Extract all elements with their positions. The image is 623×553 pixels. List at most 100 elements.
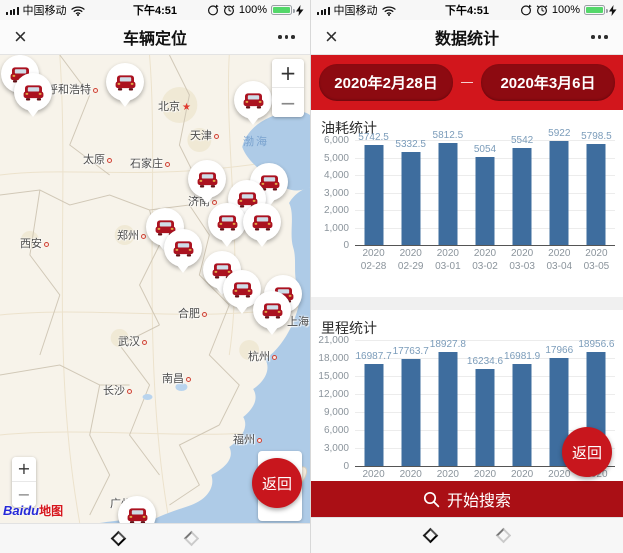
map-city-label: 福州 — [233, 431, 262, 447]
date-range-header: 2020年2月28日 2020年3月6日 — [311, 55, 623, 110]
car-icon — [252, 214, 272, 230]
bar-column: 16981.9 — [504, 340, 541, 466]
city-dot-icon — [165, 161, 170, 167]
vehicle-marker[interactable] — [243, 202, 281, 241]
bar[interactable] — [549, 358, 569, 466]
car-icon — [173, 240, 193, 256]
car-icon — [232, 281, 252, 297]
city-name: 南昌 — [162, 373, 184, 385]
more-menu-button[interactable] — [590, 35, 610, 39]
chart-title: 里程统计 — [321, 320, 377, 336]
close-button[interactable]: × — [325, 24, 338, 49]
bar-value-label: 17966 — [545, 345, 574, 356]
rotation-lock-icon — [207, 4, 219, 16]
chevron-right-icon[interactable] — [183, 530, 200, 547]
chevron-left-icon[interactable] — [422, 527, 439, 544]
bar-value-label: 5054 — [473, 144, 497, 155]
city-name: 呼和浩特 — [47, 84, 91, 96]
start-search-button[interactable]: 开始搜索 — [311, 481, 623, 517]
city-dot-icon — [186, 376, 191, 382]
vehicle-marker[interactable] — [234, 80, 272, 119]
zoom-out-button[interactable]: − — [272, 88, 304, 117]
car-icon — [155, 219, 175, 235]
map-zoom-control: + − — [272, 59, 304, 117]
bar[interactable] — [438, 143, 458, 245]
start-search-label: 开始搜索 — [446, 493, 511, 510]
zoom-out-button[interactable]: − — [12, 482, 36, 507]
gridline — [355, 466, 615, 467]
chevron-right-icon[interactable] — [495, 527, 512, 544]
bar[interactable] — [549, 141, 569, 245]
y-axis-tick-label: 0 — [343, 240, 349, 251]
map-city-label: 南昌 — [162, 370, 191, 386]
city-name: 北京 — [158, 101, 180, 113]
bar-value-label: 16981.9 — [504, 351, 541, 362]
bar-series: 5742.5 5332.5 5812.5 5054 5542 5922 5798.5 — [355, 128, 615, 245]
back-button[interactable]: 返回 — [252, 458, 302, 508]
bar[interactable] — [475, 369, 495, 466]
start-date-button[interactable]: 2020年2月28日 — [319, 64, 453, 101]
y-axis-tick-label: 18,000 — [318, 353, 349, 364]
zoom-in-button[interactable]: + — [12, 457, 36, 482]
city-dot-icon — [202, 311, 207, 317]
alarm-icon — [223, 5, 235, 16]
bar-value-label: 17763.7 — [392, 346, 429, 357]
bar[interactable] — [364, 364, 384, 466]
more-menu-button[interactable] — [277, 35, 297, 39]
y-axis-tick-label: 6,000 — [323, 135, 349, 146]
bar-value-label: 5742.5 — [358, 132, 389, 143]
y-axis-tick-label: 15,000 — [318, 371, 349, 382]
bar[interactable] — [512, 364, 532, 466]
zoom-in-button[interactable]: + — [272, 59, 304, 88]
vehicle-marker[interactable] — [253, 290, 291, 329]
bar-column: 5542 — [504, 135, 541, 245]
map-city-label: 呼和浩特 — [47, 81, 98, 97]
vehicle-marker[interactable] — [14, 72, 52, 111]
bar[interactable] — [475, 157, 495, 245]
bar-column: 17966 — [541, 340, 578, 466]
data-statistics-screen: 中国移动 下午4:51 100% × 数据统计 2020年2月28日 2020年… — [311, 0, 623, 553]
car-icon — [127, 507, 147, 523]
clock-label: 下午4:51 — [444, 5, 490, 17]
map-city-label: 武汉 — [118, 333, 147, 349]
rotation-lock-icon — [520, 4, 532, 16]
bar-value-label: 18956.6 — [578, 339, 615, 350]
city-name: 天津 — [190, 130, 212, 142]
bar-column: 16234.6 — [466, 340, 503, 466]
page-title: 车辆定位 — [122, 31, 187, 48]
bar-value-label: 5922 — [548, 128, 571, 139]
vehicle-marker[interactable] — [164, 228, 202, 267]
bar[interactable] — [401, 359, 421, 466]
bar[interactable] — [438, 352, 458, 466]
close-button[interactable]: × — [14, 24, 27, 49]
browser-nav-bar — [311, 517, 623, 553]
end-date-button[interactable]: 2020年3月6日 — [481, 64, 615, 101]
alarm-icon — [536, 5, 548, 16]
vehicle-marker[interactable] — [208, 202, 246, 241]
bar-column: 5742.5 — [355, 132, 392, 245]
bar[interactable] — [512, 148, 532, 245]
vehicle-marker[interactable] — [106, 62, 144, 101]
baidu-maps-logo: Baidu地图 — [3, 503, 64, 518]
bar[interactable] — [586, 144, 606, 245]
back-button[interactable]: 返回 — [562, 427, 612, 477]
vehicle-marker[interactable] — [188, 159, 226, 198]
vehicle-marker[interactable] — [118, 495, 156, 523]
y-axis-tick-label: 12,000 — [318, 389, 349, 400]
map-city-label: 长沙 — [103, 382, 132, 398]
gridline — [355, 340, 615, 341]
car-icon — [115, 74, 135, 90]
car-icon — [237, 191, 257, 207]
status-bar: 中国移动 下午4:51 100% — [0, 0, 310, 20]
wifi-icon — [70, 5, 85, 16]
bar-column: 5922 — [541, 128, 578, 245]
bar[interactable] — [364, 145, 384, 245]
y-axis-tick-label: 6,000 — [323, 425, 349, 436]
bar[interactable] — [401, 152, 421, 245]
chevron-left-icon[interactable] — [110, 530, 127, 547]
carrier-label: 中国移动 — [22, 5, 67, 17]
map-city-label: 合肥 — [178, 305, 207, 321]
